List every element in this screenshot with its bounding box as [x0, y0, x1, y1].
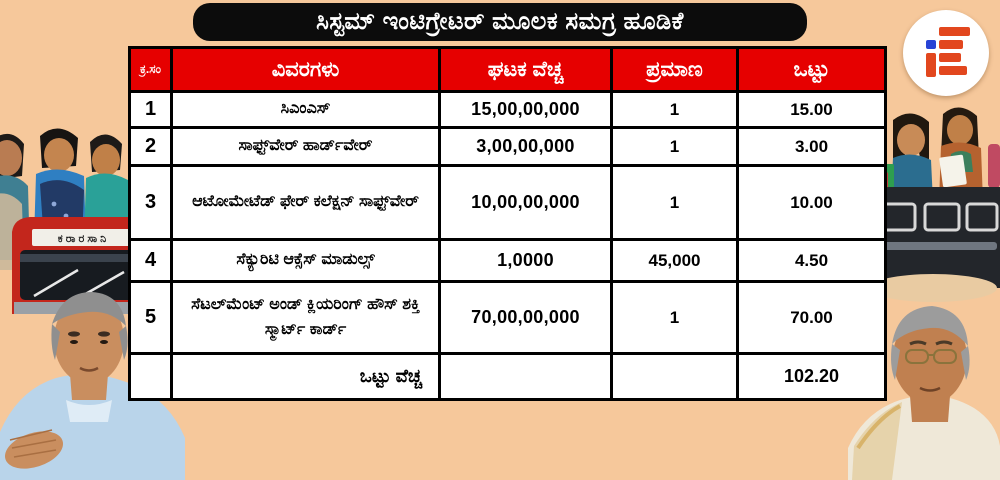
- table-row: 2 ಸಾಫ್ಟ್‌ವೇರ್ ಹಾರ್ಡ್‌ವೇರ್ 3,00,00,000 1 …: [128, 126, 887, 167]
- glasses-icon: [905, 349, 957, 364]
- row-unit-cost: 70,00,00,000: [438, 280, 613, 355]
- footer-empty-unit: [438, 352, 613, 401]
- left-photo-collage: ಕ ರಾ ರ ಸಾ ನಿ: [0, 128, 142, 314]
- row-unit-cost: 10,00,00,000: [438, 164, 613, 241]
- row-total: 4.50: [736, 238, 887, 283]
- grand-total-label: ಒಟ್ಟು ವೆಚ್ಚ: [170, 352, 441, 401]
- bus-sign-text: ಕ ರಾ ರ ಸಾ ನಿ: [58, 233, 107, 245]
- row-total: 3.00: [736, 126, 887, 167]
- table-row: 4 ಸೆಕ್ಯುರಿಟಿ ಆಕ್ಸೆಸ್ ಮಾಡುಲ್ಸ್ 1,0000 45,…: [128, 238, 887, 283]
- row-quantity: 1: [610, 126, 739, 167]
- row-details: ಸೆಕ್ಯುರಿಟಿ ಆಕ್ಸೆಸ್ ಮಾಡುಲ್ಸ್: [170, 238, 441, 283]
- row-quantity: 1: [610, 90, 739, 129]
- table-row: 1 ಸಿಎಂಎಸ್ 15,00,00,000 1 15.00: [128, 90, 887, 129]
- col-header-serial: ಕ್ರ.ಸಂ: [128, 46, 173, 93]
- brand-logo: [903, 10, 989, 96]
- page-title-text: ಸಿಸ್ಟಮ್ ಇಂಟಿಗ್ರೇಟರ್ ಮೂಲಕ ಸಮಗ್ರ ಹೂಡಿಕೆ: [316, 8, 684, 35]
- row-details: ಸೆಟಲ್‌ಮೆಂಟ್ ಅಂಡ್ ಕ್ಲಿಯರಿಂಗ್ ಹೌಸ್ ಶಕ್ತಿ ಸ…: [170, 280, 441, 355]
- col-header-quantity: ಪ್ರಮಾಣ: [610, 46, 739, 93]
- col-header-unit-cost: ಘಟಕ ವೆಚ್ಚ: [438, 46, 613, 93]
- row-total: 10.00: [736, 164, 887, 241]
- row-total: 70.00: [736, 280, 887, 355]
- footer-empty-quantity: [610, 352, 739, 401]
- row-unit-cost: 15,00,00,000: [438, 90, 613, 129]
- row-unit-cost: 3,00,00,000: [438, 126, 613, 167]
- grand-total-value: 102.20: [736, 352, 887, 401]
- table-row: 3 ಆಟೋಮೇಟೆಡ್ ಫೇರ್ ಕಲೆಕ್ಷನ್ ಸಾಫ್ಟ್‌ವೇರ್ 10…: [128, 164, 887, 241]
- row-quantity: 1: [610, 280, 739, 355]
- row-details: ಸಿಎಂಎಸ್: [170, 90, 441, 129]
- row-serial: 3: [128, 164, 173, 241]
- investment-table: ಕ್ರ.ಸಂ ವಿವರಗಳು ಘಟಕ ವೆಚ್ಚ ಪ್ರಮಾಣ ಒಟ್ಟು 1 …: [128, 46, 887, 401]
- table-footer-row: ಒಟ್ಟು ವೆಚ್ಚ 102.20: [128, 352, 887, 401]
- politician-right-photo: [848, 306, 1000, 480]
- row-details: ಸಾಫ್ಟ್‌ವೇರ್ ಹಾರ್ಡ್‌ವೇರ್: [170, 126, 441, 167]
- row-serial: 5: [128, 280, 173, 355]
- bus-left-illustration: ಕ ರಾ ರ ಸಾ ನಿ: [12, 217, 142, 314]
- col-header-details: ವಿವರಗಳು: [170, 46, 441, 93]
- row-total: 15.00: [736, 90, 887, 129]
- col-header-total: ಒಟ್ಟು: [736, 46, 887, 93]
- row-serial: 1: [128, 90, 173, 129]
- page-title: ಸಿಸ್ಟಮ್ ಇಂಟಿಗ್ರೇಟರ್ ಮೂಲಕ ಸಮಗ್ರ ಹೂಡಿಕೆ: [193, 3, 807, 41]
- row-serial: 4: [128, 238, 173, 283]
- row-quantity: 1: [610, 164, 739, 241]
- table-header-row: ಕ್ರ.ಸಂ ವಿವರಗಳು ಘಟಕ ವೆಚ್ಚ ಪ್ರಮಾಣ ಒಟ್ಟು: [128, 46, 887, 93]
- bus-right-illustration: [869, 187, 1000, 302]
- row-quantity: 45,000: [610, 238, 739, 283]
- row-serial: 2: [128, 126, 173, 167]
- row-details: ಆಟೋಮೇಟೆಡ್ ಫೇರ್ ಕಲೆಕ್ಷನ್ ಸಾಫ್ಟ್‌ವೇರ್: [170, 164, 441, 241]
- row-unit-cost: 1,0000: [438, 238, 613, 283]
- table-row: 5 ಸೆಟಲ್‌ಮೆಂಟ್ ಅಂಡ್ ಕ್ಲಿಯರಿಂಗ್ ಹೌಸ್ ಶಕ್ತಿ…: [128, 280, 887, 355]
- footer-empty-serial: [128, 352, 173, 401]
- raised-hand-icon: [4, 429, 64, 469]
- right-photo-collage: [869, 107, 1000, 302]
